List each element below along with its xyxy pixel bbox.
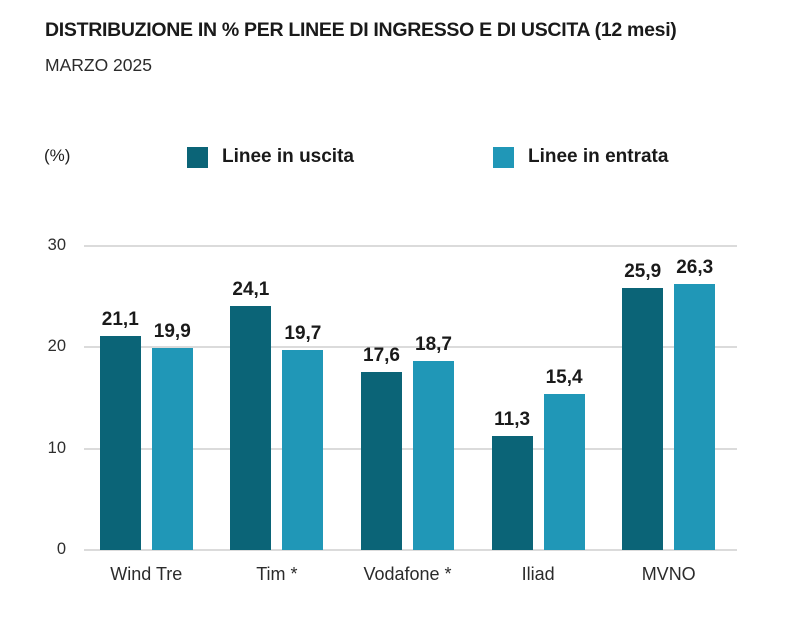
y-axis: 0 10 20 30 <box>26 236 66 558</box>
gridline-0 <box>84 549 737 551</box>
legend-swatch-entrata <box>493 146 514 168</box>
bar-uscita-iliad <box>491 435 533 550</box>
bar-uscita-wind-tre <box>99 336 141 550</box>
legend-label-entrata: Linee in entrata <box>528 146 669 167</box>
bar-entrata-wind-tre <box>151 348 193 550</box>
legend-label-uscita: Linee in uscita <box>222 146 354 167</box>
bar-value-label: 19,9 <box>153 321 191 343</box>
bar-value-label: 21,1 <box>101 309 139 331</box>
bar-uscita-tim- <box>230 305 272 550</box>
plot-area: 21,1 19,9 24,1 19,7 17,6 18,7 11,3 15,4 25,9 26,3 <box>84 245 737 551</box>
gridline-10 <box>84 447 737 450</box>
bar-value-label: 11,3 <box>494 408 531 430</box>
bar-value-label: 24,1 <box>232 278 270 300</box>
bar-value-label: 19,7 <box>284 323 322 345</box>
bar-entrata-tim- <box>282 350 324 550</box>
chart-title: DISTRIBUZIONE IN % PER LINEE DI INGRESSO… <box>45 19 677 41</box>
y-tick-label-0: 0 <box>56 540 66 558</box>
legend-swatch-uscita <box>187 146 208 168</box>
x-category-label-iliad: Iliad <box>521 564 555 584</box>
legend-item-uscita: Linee in uscita <box>187 146 354 168</box>
legend-item-entrata: Linee in entrata <box>493 146 668 168</box>
bar-entrata-iliad <box>543 393 585 550</box>
bar-value-label: 25,9 <box>624 260 662 282</box>
gridline-30 <box>84 245 737 247</box>
gridline-20 <box>84 346 737 349</box>
y-tick-label-20: 20 <box>47 337 66 356</box>
bar-entrata-vodafone- <box>413 360 454 550</box>
bar-value-label: 18,7 <box>415 333 452 355</box>
x-category-label-mvno: MVNO <box>641 564 696 584</box>
bar-value-label: 26,3 <box>676 256 714 278</box>
y-tick-label-30: 30 <box>47 236 66 254</box>
bar-uscita-vodafone- <box>361 371 402 550</box>
bar-value-label: 15,4 <box>545 366 583 388</box>
x-category-label-vodafone-: Vodafone * <box>363 564 452 584</box>
bar-uscita-mvno <box>622 287 664 550</box>
x-axis: Wind Tre Tim * Vodafone * Iliad MVNO <box>84 562 737 590</box>
bar-entrata-mvno <box>674 283 716 550</box>
x-category-label-tim-: Tim * <box>256 564 298 584</box>
y-axis-unit-label: (%) <box>44 146 71 165</box>
chart-subtitle: MARZO 2025 <box>45 55 152 75</box>
y-tick-label-10: 10 <box>47 438 66 457</box>
x-category-label-wind-tre: Wind Tre <box>110 564 183 584</box>
